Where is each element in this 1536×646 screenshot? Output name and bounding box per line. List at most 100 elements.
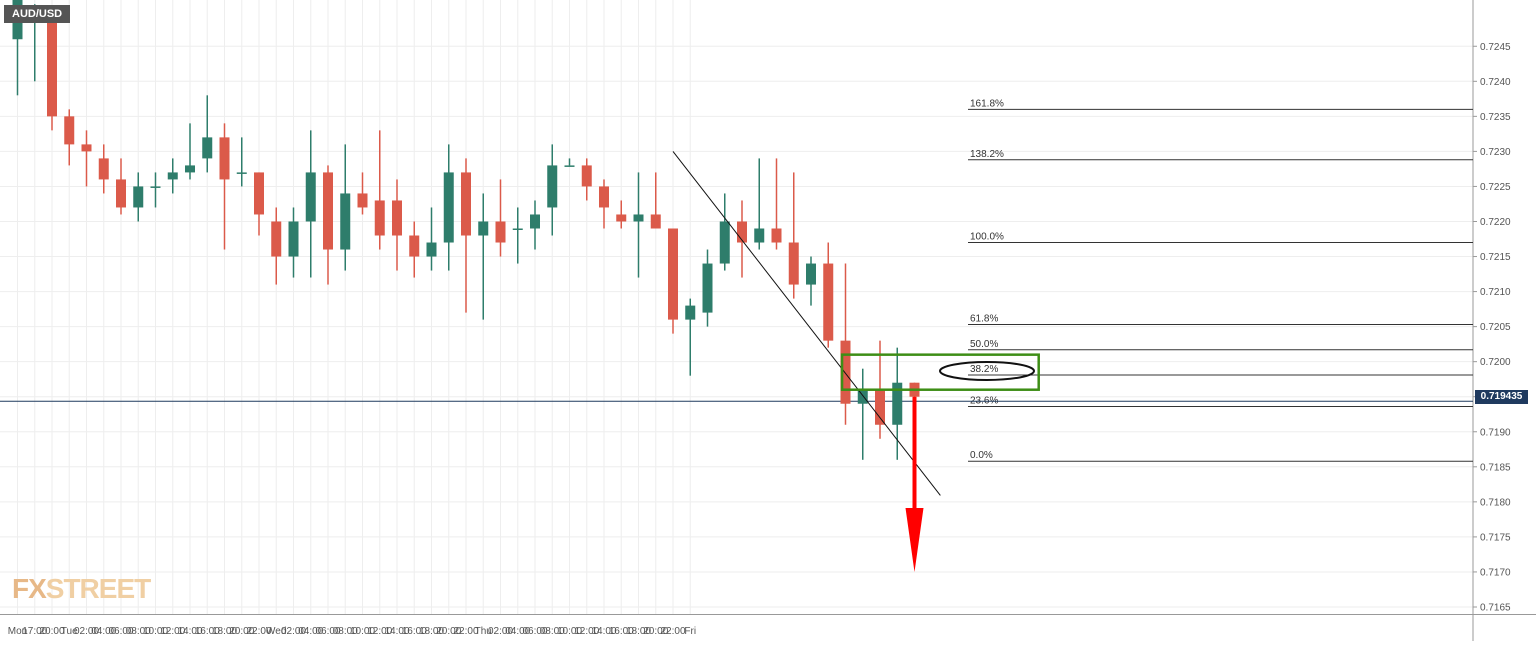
x-tick-label: 14:00	[591, 626, 616, 637]
y-tick-label: 0.7225	[1480, 182, 1511, 193]
price-axis: 0.7245 0.7240 0.7235 0.7230 0.7225 0.7220 0.72…	[1473, 42, 1511, 613]
x-tick-label: 16:00	[195, 626, 220, 637]
y-tick-label: 0.7170	[1480, 567, 1511, 578]
x-tick-label: 17:00	[22, 626, 47, 637]
candle-body-bear	[254, 172, 264, 215]
y-tick-label: 0.7200	[1480, 357, 1511, 368]
symbol-badge: AUD/USD	[4, 5, 71, 23]
candle-body-bear	[219, 137, 230, 180]
y-tick-label: 0.7180	[1480, 497, 1511, 508]
fib-label: 38.2%	[970, 364, 998, 375]
candle-body-bull	[719, 221, 730, 264]
x-tick-label: 18:00	[626, 626, 651, 637]
x-tick-label: Fri	[684, 626, 696, 637]
x-tick-label: 04:00	[298, 626, 323, 637]
time-axis: Mon17:0020:00Tue02:0004:0006:0008:0010:0…	[8, 626, 696, 637]
y-tick-label: 0.7240	[1480, 77, 1511, 88]
candle-body-bear	[840, 340, 851, 404]
candle-body-bear	[357, 193, 368, 208]
candle-body-bull	[685, 305, 696, 320]
candle-body-bear	[875, 389, 885, 425]
candle-body-bull	[288, 221, 299, 257]
y-tick-label: 0.7245	[1480, 42, 1511, 53]
candle-body-bull	[185, 165, 195, 173]
x-tick-label: 04:00	[505, 626, 530, 637]
fib-label: 50.0%	[970, 339, 998, 350]
x-tick-label: 20:00	[39, 626, 64, 637]
fib-label: 161.8%	[970, 98, 1004, 109]
watermark-street: STREET	[45, 573, 151, 604]
candle-body-bear	[461, 172, 471, 236]
candle-body-bull	[702, 263, 713, 313]
candle-body-bear	[116, 179, 126, 208]
x-tick-label: 20:00	[436, 626, 461, 637]
y-tick-label: 0.7220	[1480, 217, 1511, 228]
fib-382-highlight-ellipse	[939, 360, 1035, 381]
candle-body-bull	[340, 193, 351, 250]
y-tick-label: 0.7190	[1480, 427, 1511, 438]
candle-body-bear	[64, 116, 75, 145]
y-tick-label: 0.7185	[1480, 462, 1511, 473]
candle-body-bear	[81, 144, 92, 152]
fibonacci-levels: 161.8%138.2%100.0%61.8%50.0%38.2%23.6%0.…	[0, 98, 1473, 462]
y-tick-label: 0.7175	[1480, 532, 1511, 543]
candle-body-bull	[150, 186, 161, 188]
y-tick-label: 0.7165	[1480, 602, 1511, 613]
x-tick-label: 02:00	[74, 626, 99, 637]
x-tick-label: 20:00	[229, 626, 254, 637]
fib-label: 61.8%	[970, 314, 998, 325]
x-tick-label: 18:00	[212, 626, 237, 637]
candle-body-bear	[668, 228, 678, 320]
candle-body-bull	[133, 186, 144, 208]
candle-body-bear	[392, 200, 402, 236]
x-tick-label: 12:00	[160, 626, 185, 637]
x-tick-label: 22:00	[660, 626, 685, 637]
x-tick-label: 04:00	[91, 626, 116, 637]
candle-body-bear	[47, 11, 57, 117]
y-tick-label: 0.7230	[1480, 147, 1511, 158]
candle-body-bear	[409, 235, 420, 257]
y-tick-label: 0.7235	[1480, 112, 1511, 123]
candle-body-bull	[443, 172, 454, 243]
x-tick-label: Mon	[8, 626, 27, 637]
candle-body-bull	[564, 165, 575, 167]
x-tick-label: 06:00	[108, 626, 133, 637]
x-tick-label: Thu	[475, 626, 492, 637]
x-tick-label: 06:00	[315, 626, 340, 637]
candle-body-bull	[806, 263, 816, 285]
candle-body-bear	[271, 221, 282, 257]
candle-body-bear	[737, 221, 747, 243]
candle-body-bull	[547, 165, 558, 208]
x-tick-label: 14:00	[384, 626, 409, 637]
x-tick-label: Wed	[266, 626, 286, 637]
candle-body-bear	[599, 186, 609, 208]
resistance-zone-box	[840, 353, 1040, 391]
x-tick-label: 22:00	[453, 626, 478, 637]
candle-body-bull	[857, 389, 868, 404]
fxstreet-watermark: FXSTREET	[12, 573, 151, 605]
candle-body-bull	[202, 137, 213, 159]
x-tick-label: 12:00	[367, 626, 392, 637]
y-tick-label: 0.7205	[1480, 322, 1511, 333]
watermark-fx: FX	[12, 573, 47, 604]
x-tick-label: 08:00	[333, 626, 358, 637]
candle-body-bear	[98, 158, 109, 180]
fib-label: 100.0%	[970, 232, 1004, 243]
x-tick-label: 16:00	[609, 626, 634, 637]
trendline	[672, 151, 941, 496]
candle-body-bull	[892, 382, 903, 425]
candle-body-bull	[167, 172, 178, 180]
fib-label: 138.2%	[970, 149, 1004, 160]
x-tick-label: 10:00	[350, 626, 375, 637]
candle-body-bear	[495, 221, 506, 243]
candle-body-bear	[374, 200, 385, 236]
x-tick-label: 08:00	[126, 626, 151, 637]
candle-body-bear	[650, 214, 661, 229]
x-tick-label: 02:00	[281, 626, 306, 637]
candle-body-bull	[530, 214, 540, 229]
x-tick-label: 08:00	[540, 626, 565, 637]
candle-body-bull	[426, 242, 437, 257]
annotations	[672, 151, 1040, 572]
